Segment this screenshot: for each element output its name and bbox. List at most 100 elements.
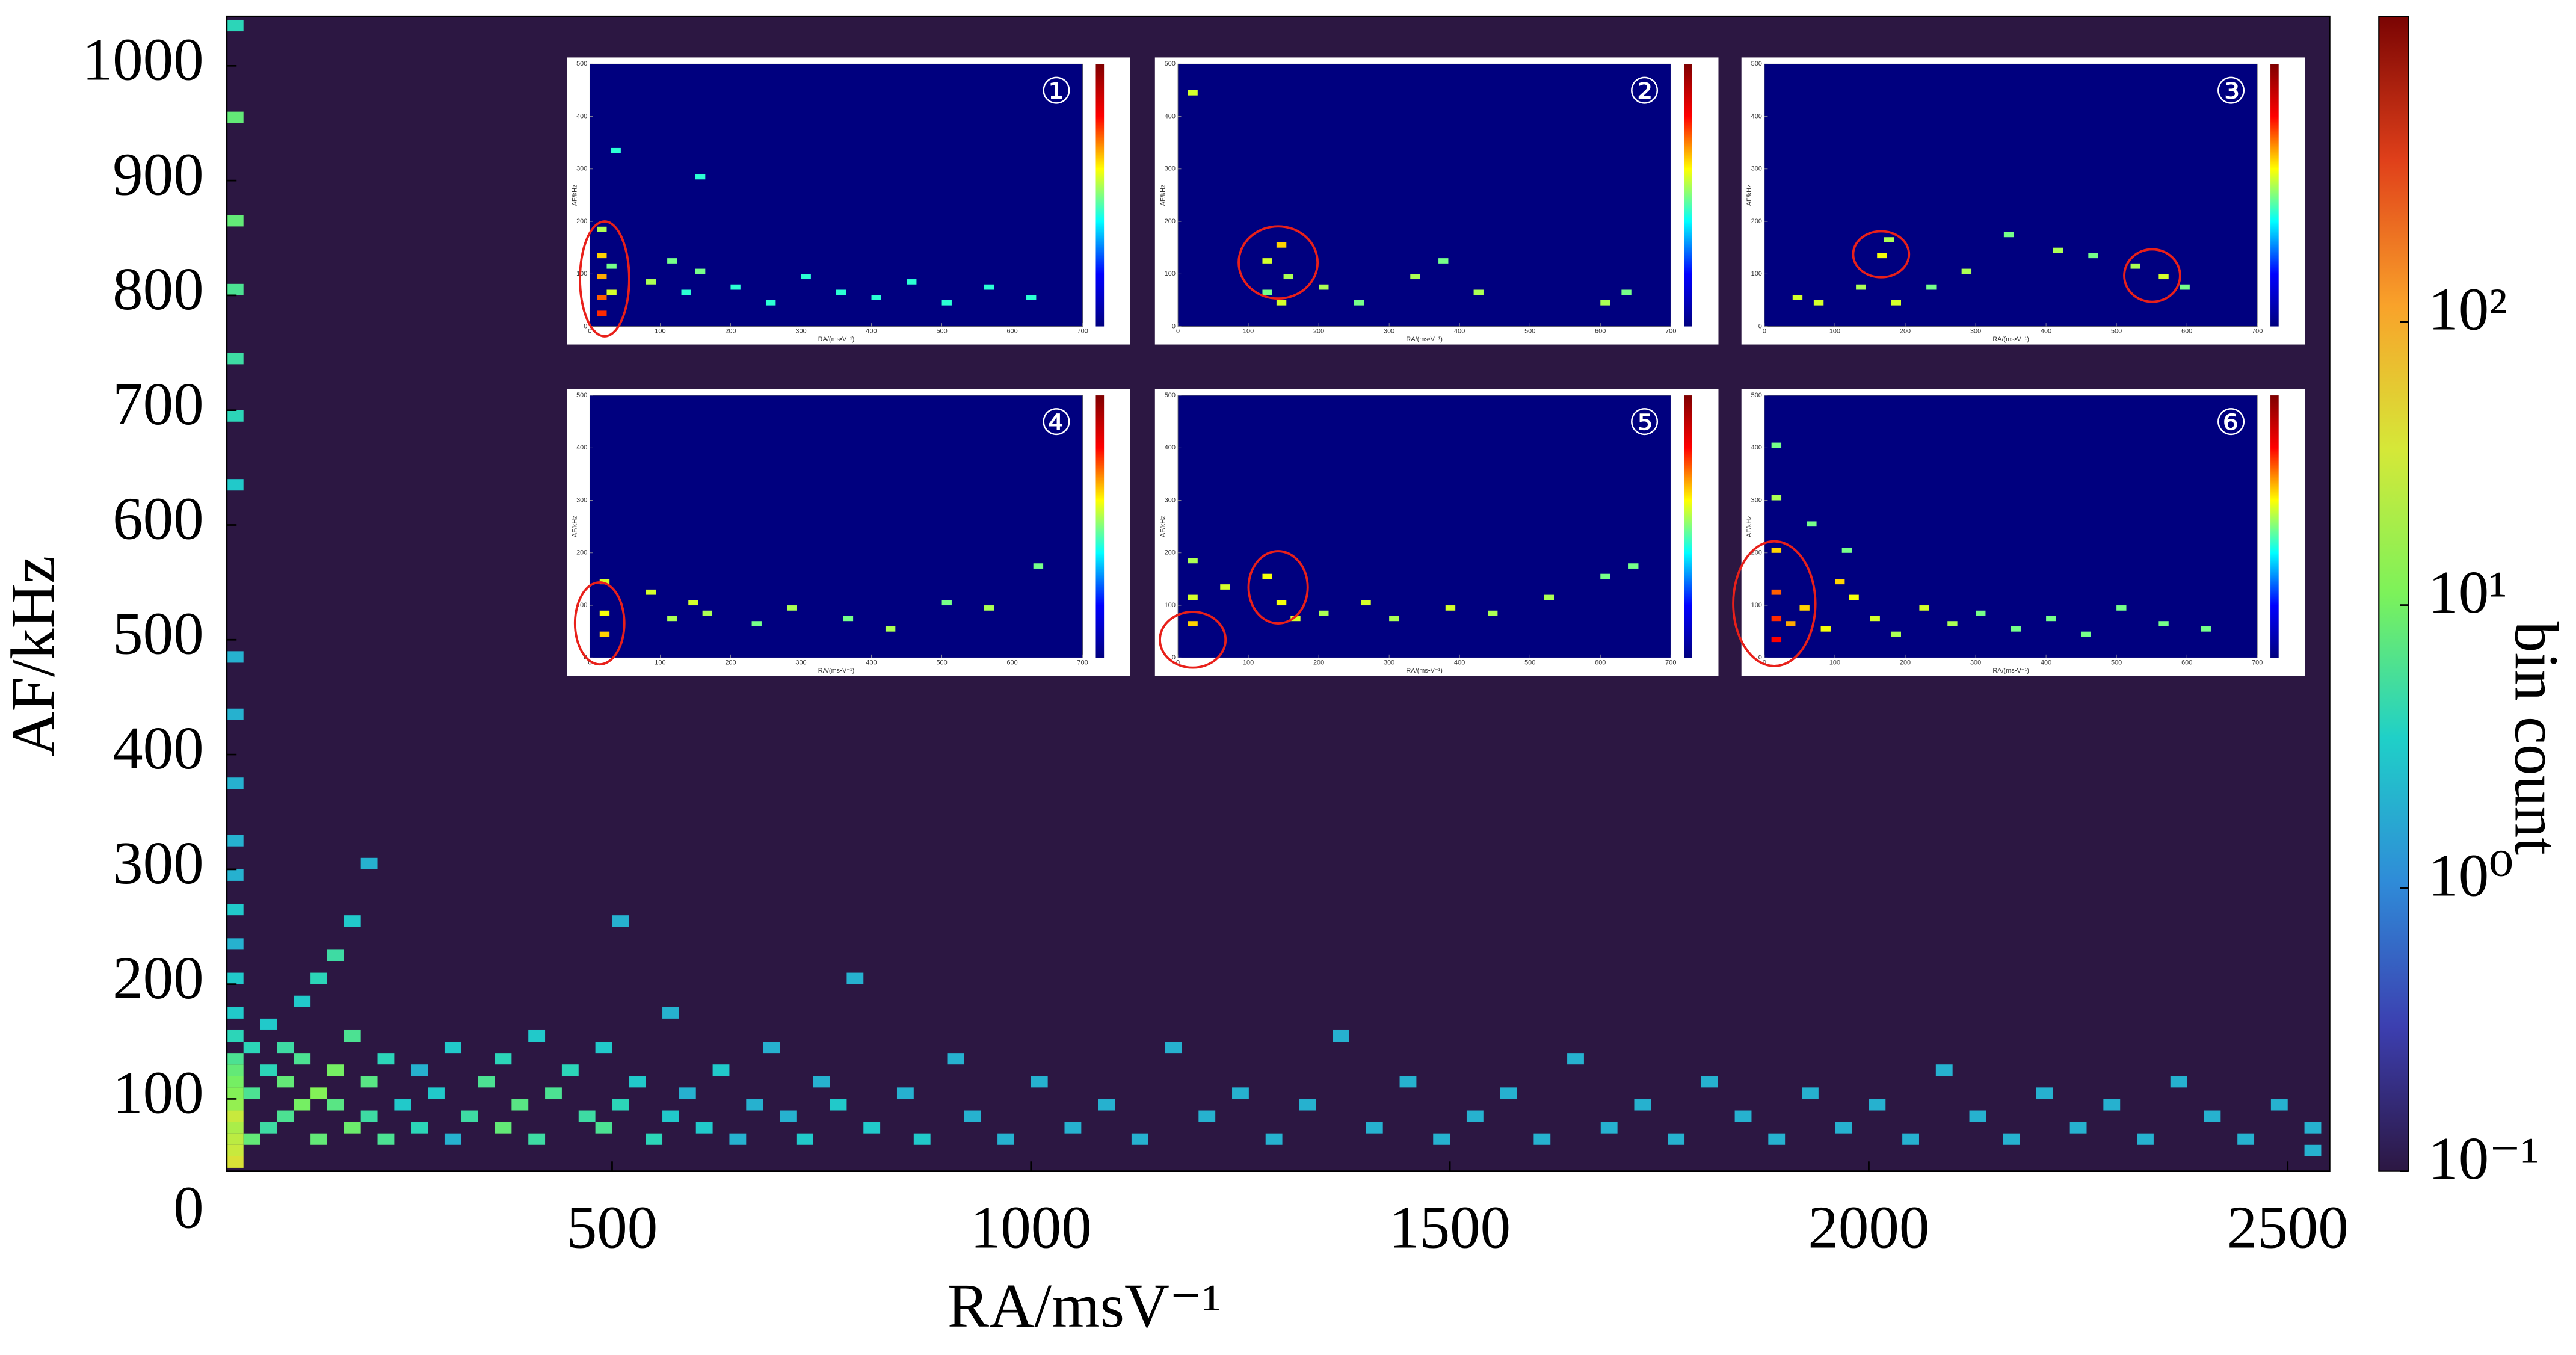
cell <box>2304 1144 2322 1156</box>
cell <box>226 1144 244 1156</box>
inset-y-tick-label: 100 <box>576 270 587 277</box>
inset-cell <box>1926 284 1937 290</box>
cell <box>1198 1110 1216 1122</box>
inset-x-tick-label: 200 <box>1313 659 1324 666</box>
cell <box>344 915 361 927</box>
inset-cell <box>1628 563 1639 569</box>
cell <box>2204 1110 2221 1122</box>
inset-cell <box>599 579 610 585</box>
cell <box>913 1133 931 1145</box>
cell <box>679 1087 696 1099</box>
cell <box>595 1122 612 1134</box>
y-tick-label: 400 <box>112 714 204 782</box>
inset-x-tick-label: 500 <box>1524 328 1535 335</box>
cell <box>695 1122 713 1134</box>
inset-x-tick-label: 100 <box>1829 328 1840 335</box>
inset-cell <box>2158 621 2169 626</box>
inset-label: ⑥ <box>2215 402 2248 444</box>
inset-x-tick-label: 100 <box>655 328 665 335</box>
inset-cell <box>681 289 691 295</box>
inset-x-tick-label: 500 <box>2111 328 2122 335</box>
inset: 0 100 200 300 400 500 600 700 0 100 200 300 400 500 RA… <box>1154 389 1719 676</box>
inset-x-tick-label: 700 <box>1665 328 1676 335</box>
cell <box>1567 1053 1584 1065</box>
cell <box>2103 1099 2121 1111</box>
cell <box>1031 1076 1048 1088</box>
cell <box>277 1110 294 1122</box>
inset-y-tick-label: 400 <box>576 113 587 120</box>
inset-x-tick-label: 700 <box>1077 659 1088 666</box>
inset-y-tick-label: 0 <box>1758 654 1762 661</box>
inset-cell <box>836 289 846 295</box>
cell <box>1869 1099 1886 1111</box>
cell <box>226 651 244 663</box>
inset: 0 100 200 300 400 500 600 700 0 100 200 300 400 500 RA… <box>1154 57 1719 345</box>
cell <box>830 1099 847 1111</box>
inset-x-tick-label: 0 <box>588 328 591 335</box>
cell <box>646 1133 663 1145</box>
inset-cell <box>1771 637 1782 643</box>
inset-cell <box>1841 548 1852 553</box>
inset-x-tick-label: 0 <box>588 659 591 666</box>
cell <box>779 1110 797 1122</box>
inset-x-tick-label: 200 <box>1313 328 1324 335</box>
inset-cell <box>1188 621 1198 626</box>
inset-x-tick-label: 500 <box>936 328 947 335</box>
cell <box>545 1087 562 1099</box>
cell <box>813 1076 830 1088</box>
inset-y-tick-label: 100 <box>1751 602 1762 609</box>
inset-cell <box>1026 295 1037 300</box>
cell <box>226 1156 244 1168</box>
inset-x-tick-label: 300 <box>1384 328 1394 335</box>
cell <box>595 1042 612 1054</box>
inset-cell <box>1870 616 1880 622</box>
cell <box>1399 1076 1417 1088</box>
inset-y-tick-label: 0 <box>1172 323 1176 330</box>
inset-cell <box>1771 548 1782 553</box>
inset-cell <box>695 268 706 274</box>
y-tick-label: 0 <box>173 1173 204 1241</box>
inset-cell <box>1544 594 1555 600</box>
inset-cell <box>751 621 762 626</box>
inset-y-tick-label: 300 <box>576 165 587 173</box>
cell <box>561 1064 579 1076</box>
inset-cell <box>843 616 854 622</box>
inset-label: ① <box>1040 70 1073 113</box>
inset-y-tick-label: 500 <box>576 60 587 67</box>
inset-cell <box>1771 495 1782 501</box>
inset-plot-background <box>1764 63 2258 327</box>
cell <box>310 1133 327 1145</box>
cell <box>226 835 244 847</box>
inset-cell <box>2180 284 2190 290</box>
colorbar-tick-label: 10⁻¹ <box>2428 1125 2539 1192</box>
cell <box>846 972 864 984</box>
inset-cell <box>2053 247 2063 253</box>
cell <box>344 1122 361 1134</box>
y-tick-label: 200 <box>112 944 204 1011</box>
inset-cell <box>984 605 994 611</box>
inset-x-tick-label: 0 <box>1763 328 1766 335</box>
inset-y-tick-label: 200 <box>1165 218 1176 225</box>
cell <box>226 708 244 720</box>
cell <box>1734 1110 1752 1122</box>
inset-cell <box>1849 594 1859 600</box>
inset-cell <box>730 284 741 290</box>
inset-plot-background <box>589 63 1083 327</box>
inset-plot-background <box>1177 395 1671 658</box>
inset-cell <box>1319 610 1329 616</box>
inset-x-title: RA/(ms•V⁻¹) <box>818 336 855 343</box>
inset-x-tick-label: 300 <box>795 659 806 666</box>
inset-cell <box>597 274 607 280</box>
cell <box>528 1029 546 1042</box>
inset-cell <box>1813 300 1824 306</box>
inset-y-tick-label: 0 <box>1172 654 1176 661</box>
cell <box>226 353 244 365</box>
highlight-circle <box>1247 550 1309 625</box>
inset: 0 100 200 300 400 500 600 700 0 100 200 300 400 500 RA… <box>1732 389 2305 676</box>
inset-x-tick-label: 0 <box>1176 659 1180 666</box>
inset-y-tick-label: 400 <box>1165 113 1176 120</box>
cell <box>495 1053 512 1065</box>
cell <box>411 1064 428 1076</box>
inset-cell <box>646 589 656 595</box>
inset-cell <box>702 610 713 616</box>
